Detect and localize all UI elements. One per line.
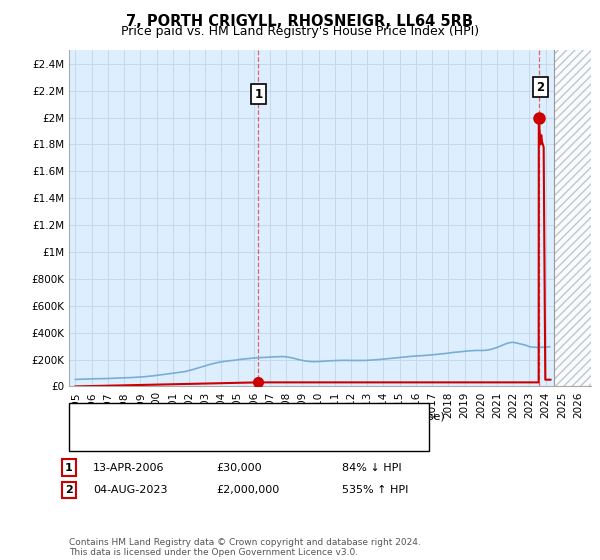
Text: Contains HM Land Registry data © Crown copyright and database right 2024.
This d: Contains HM Land Registry data © Crown c… [69, 538, 421, 557]
Text: 2: 2 [536, 81, 544, 94]
Text: 7, PORTH CRIGYLL, RHOSNEIGR, LL64 5RB: 7, PORTH CRIGYLL, RHOSNEIGR, LL64 5RB [127, 14, 473, 29]
Text: 2: 2 [65, 485, 73, 495]
Text: 13-APR-2006: 13-APR-2006 [93, 463, 164, 473]
Text: HPI: Average price, detached house, Isle of Anglesey: HPI: Average price, detached house, Isle… [108, 432, 402, 442]
Text: Price paid vs. HM Land Registry's House Price Index (HPI): Price paid vs. HM Land Registry's House … [121, 25, 479, 38]
Text: 1: 1 [65, 463, 73, 473]
Text: 535% ↑ HPI: 535% ↑ HPI [342, 485, 409, 495]
Text: 84% ↓ HPI: 84% ↓ HPI [342, 463, 401, 473]
Text: 04-AUG-2023: 04-AUG-2023 [93, 485, 167, 495]
Text: 7, PORTH CRIGYLL, RHOSNEIGR, LL64 5RB (detached house): 7, PORTH CRIGYLL, RHOSNEIGR, LL64 5RB (d… [108, 412, 445, 422]
Bar [554, 50, 591, 386]
Text: £2,000,000: £2,000,000 [216, 485, 279, 495]
Text: £30,000: £30,000 [216, 463, 262, 473]
Text: 1: 1 [254, 87, 262, 101]
